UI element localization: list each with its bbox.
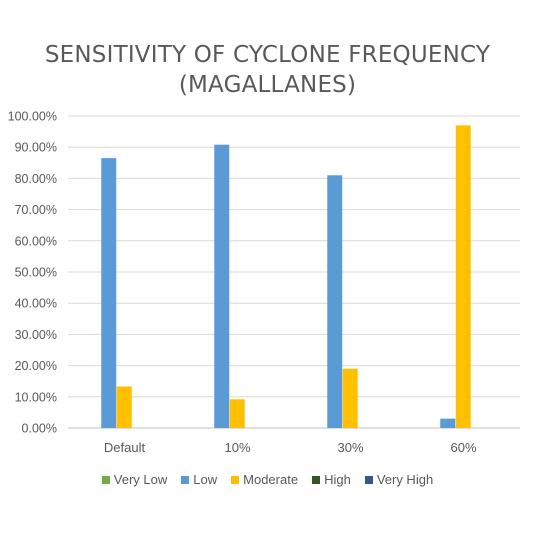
bar bbox=[229, 399, 245, 428]
legend-label: Very Low bbox=[113, 472, 168, 487]
y-tick-label: 60.00% bbox=[15, 234, 57, 248]
chart-title-line-2: (MAGALLANES) bbox=[178, 72, 357, 98]
legend-label: Low bbox=[193, 472, 218, 487]
y-tick-label: 90.00% bbox=[15, 141, 57, 155]
y-tick-label: 10.00% bbox=[15, 390, 57, 404]
legend-swatch bbox=[312, 475, 321, 484]
y-tick-label: 80.00% bbox=[15, 172, 57, 186]
y-tick-label: 50.00% bbox=[15, 266, 57, 280]
y-tick-label: 40.00% bbox=[15, 297, 57, 311]
legend-swatch bbox=[101, 475, 110, 484]
legend-swatch bbox=[364, 475, 373, 484]
legend-label: High bbox=[324, 472, 351, 487]
y-tick-label: 0.00% bbox=[22, 422, 57, 436]
legend: Very Low Low Moderate High Very High bbox=[0, 472, 535, 487]
y-tick-label: 100.00% bbox=[8, 110, 57, 124]
legend-item: Low bbox=[181, 472, 217, 487]
bar bbox=[455, 125, 471, 429]
y-tick-label: 20.00% bbox=[15, 359, 57, 373]
x-tick-label: 60% bbox=[450, 440, 476, 455]
chart-title-line-1: SENSITIVITY OF CYCLONE FREQUENCY bbox=[44, 42, 491, 68]
y-tick-label: 30.00% bbox=[15, 328, 57, 342]
chart-title: SENSITIVITY OF CYCLONE FREQUENCY (MAGALL… bbox=[0, 40, 535, 100]
bar bbox=[116, 386, 132, 428]
legend-label: Very High bbox=[376, 472, 434, 487]
legend-item: Moderate bbox=[231, 472, 298, 487]
legend-item: High bbox=[312, 472, 351, 487]
bar bbox=[327, 175, 343, 428]
legend-label: Moderate bbox=[243, 472, 299, 487]
bar bbox=[214, 144, 230, 429]
y-tick-label: 70.00% bbox=[15, 203, 57, 217]
bar bbox=[101, 158, 117, 428]
bar bbox=[440, 418, 456, 428]
bar bbox=[342, 368, 358, 428]
legend-item: Very Low bbox=[101, 472, 168, 487]
x-tick-label: Default bbox=[104, 440, 146, 455]
legend-swatch bbox=[231, 475, 240, 484]
x-tick-label: 30% bbox=[337, 440, 363, 455]
legend-item: Very High bbox=[364, 472, 434, 487]
x-tick-label: 10% bbox=[224, 440, 250, 455]
legend-swatch bbox=[181, 475, 190, 484]
